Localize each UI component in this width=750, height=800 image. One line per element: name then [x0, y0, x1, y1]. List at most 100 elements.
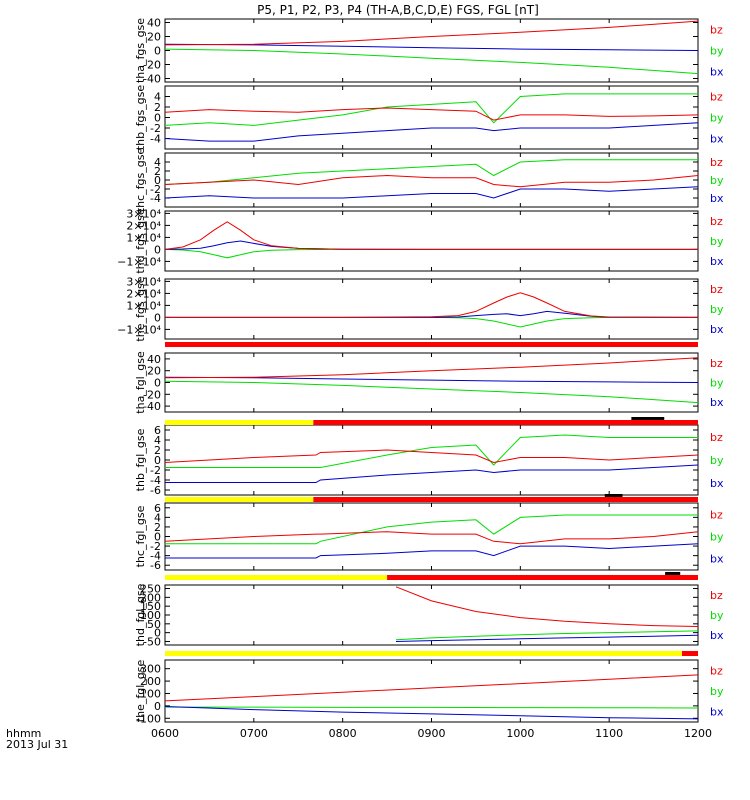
y-tick-label: 0: [154, 45, 161, 58]
y-tick-label: 2: [154, 444, 161, 457]
legend-label-bz: bz: [710, 665, 723, 678]
series-line-bz: [164, 674, 699, 702]
x-axis-label-date: 2013 Jul 31: [6, 738, 68, 751]
x-tick-label: 1000: [506, 727, 534, 740]
legend-label-by: by: [710, 531, 724, 544]
y-tick-label: -100: [136, 712, 161, 725]
y-tick-label: -6: [150, 559, 161, 572]
mode-segment-slow: [165, 420, 314, 425]
legend-label-bx: bx: [710, 553, 724, 566]
y-tick-label: 50: [147, 618, 161, 631]
series-line-bz: [164, 449, 699, 464]
legend-label-by: by: [710, 609, 724, 622]
y-axis-label: thd_fgs_gse: [134, 208, 147, 274]
x-tick-label: 0800: [329, 727, 357, 740]
legend-label-by: by: [710, 235, 724, 248]
series-line-bx: [164, 43, 699, 51]
series-line-bz: [164, 107, 699, 121]
y-tick-label: -2: [150, 464, 161, 477]
legend-label-bx: bx: [710, 629, 724, 642]
y-tick-label: 2×10⁴: [126, 287, 161, 300]
y-tick-label: 4: [154, 156, 161, 169]
y-tick-label: 6: [154, 502, 161, 515]
legend-label-bz: bz: [710, 24, 723, 37]
y-tick-label: -4: [150, 474, 161, 487]
y-tick-label: -40: [143, 400, 161, 413]
y-tick-label: 300: [140, 663, 161, 676]
x-axis: 0600 0700 0800 0900 1000 1100 1200: [151, 727, 712, 740]
mode-bar: [165, 651, 698, 656]
mode-segment-slow: [165, 575, 388, 580]
legend-label-by: by: [710, 112, 724, 125]
panel-frame: [164, 85, 699, 150]
legend-label-bx: bx: [710, 192, 724, 205]
y-tick-label: 100: [140, 687, 161, 700]
legend-label-bx: bx: [710, 705, 724, 718]
x-axis-label-hhmm: hhmm: [6, 727, 41, 740]
y-tick-label: 200: [140, 675, 161, 688]
mode-segment-fast: [165, 342, 698, 347]
y-axis-label: the_fgl_gse: [134, 660, 147, 723]
series-line-by: [165, 706, 699, 709]
y-tick-label: -4: [150, 550, 161, 563]
series-line-by: [165, 434, 698, 468]
y-tick-label: 6: [154, 424, 161, 437]
legend-label-by: by: [710, 377, 724, 390]
y-axis-label: thb_fgs_gse: [134, 85, 147, 151]
legend-label-bx: bx: [710, 65, 724, 78]
y-tick-label: -20: [143, 388, 161, 401]
series-line-bz: [164, 174, 699, 188]
mode-segment-fast: [313, 420, 698, 425]
y-tick-label: 4: [154, 434, 161, 447]
mode-bars-layer: [165, 342, 698, 656]
y-tick-label: -20: [143, 59, 161, 72]
series-line-by: [164, 159, 698, 185]
y-tick-label: 0: [154, 311, 161, 324]
legend-label-bx: bx: [710, 132, 724, 145]
series-line-by: [164, 93, 698, 126]
mode-marker: [604, 494, 623, 497]
series-line-by: [164, 380, 699, 404]
series-line-bx: [164, 376, 699, 383]
y-tick-label: 0: [154, 377, 161, 390]
series-line-bz: [164, 357, 699, 379]
y-tick-label: 0: [154, 700, 161, 713]
legend-label-bz: bz: [710, 589, 723, 602]
y-tick-label: -50: [143, 635, 161, 648]
x-tick-label: 0700: [240, 727, 268, 740]
legend-label-bz: bz: [710, 357, 723, 370]
y-axis-label: thb_fgl_gse: [134, 428, 147, 491]
series-line-bz: [164, 531, 699, 545]
mode-bar: [165, 494, 698, 502]
y-tick-label: 2: [154, 521, 161, 534]
series-line-bx: [165, 543, 699, 559]
y-tick-label: 0: [154, 454, 161, 467]
series-line-bz: [164, 20, 699, 46]
legend-label-bz: bz: [710, 283, 723, 296]
series-line-bz: [164, 221, 698, 250]
x-tick-label: 1100: [595, 727, 623, 740]
legend-label-bx: bx: [710, 323, 724, 336]
mode-segment-fast: [313, 497, 698, 502]
y-tick-label: 250: [140, 583, 161, 596]
series-line-by: [165, 514, 698, 545]
y-tick-label: 3×10⁴: [126, 275, 161, 288]
legend-label-by: by: [710, 174, 724, 187]
series-line-bx: [165, 464, 699, 483]
y-tick-label: 40: [147, 17, 161, 30]
x-tick-label: 0600: [151, 727, 179, 740]
y-axis-label: thd_fgl_gse: [134, 583, 147, 646]
mode-segment-fast: [387, 575, 698, 580]
y-tick-label: 4: [154, 91, 161, 104]
series-line-bz: [395, 586, 699, 627]
y-axis-label: thc_fgs_gse: [134, 148, 147, 213]
chart-title: P5, P1, P2, P3, P4 (TH-A,B,C,D,E) FGS, F…: [257, 3, 539, 17]
